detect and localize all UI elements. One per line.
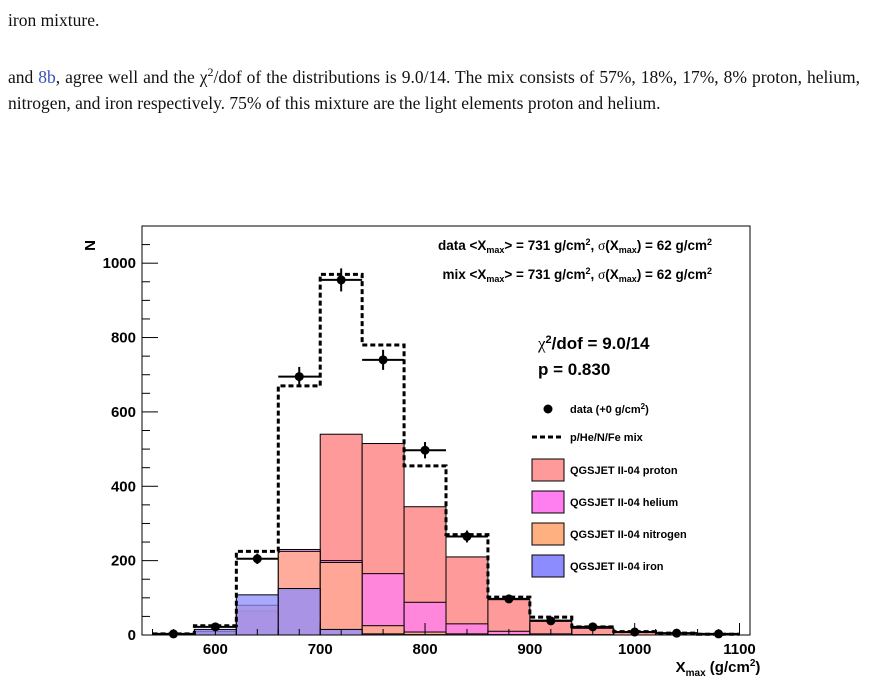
stacked-bars [193, 433, 741, 636]
figure-link-8b[interactable]: 8b [38, 66, 56, 87]
y-tick-label-0: 0 [128, 627, 136, 644]
para-pre: and [8, 66, 39, 87]
body-paragraph: and 8b, agree well and the χ2/dof of the… [8, 59, 860, 116]
data-point-3 [278, 366, 321, 387]
axes: 600 700 800 900 1000 1100 0 200 400 600 800 1000 [103, 225, 756, 658]
mix-dashed-line [152, 272, 740, 636]
legend-data-label: data (+0 g/cm2) [570, 402, 649, 416]
data-point-2 [236, 553, 279, 564]
legend-iron-label: QGSJET II-04 iron [570, 561, 664, 573]
header-mix-line: mix <Xmax> = 731 g/cm2, σ(Xmax) = 62 g/c… [443, 266, 713, 284]
x-tick-label-1000: 1000 [618, 641, 651, 658]
bar-nitrogen-4 [319, 561, 363, 636]
p-value-label: p = 0.830 [538, 360, 610, 379]
bar-iron-2 [235, 594, 279, 636]
header-data-line: data <Xmax> = 731 g/cm2, σ(Xmax) = 62 g/… [438, 237, 712, 255]
data-points [152, 268, 740, 639]
data-point-7 [446, 530, 488, 543]
x-tick-label-600: 600 [203, 641, 228, 658]
y-axis-label: N [82, 240, 99, 251]
para-post: /dof of the distributions is 9.0/14. The… [8, 66, 860, 113]
y-tick-label-400: 400 [111, 478, 136, 495]
x-axis-label: Xmax (g/cm2) [676, 658, 761, 679]
legend-helium-swatch [531, 490, 565, 514]
y-tick-label-200: 200 [111, 553, 136, 570]
legend-nitrogen-swatch [531, 522, 565, 546]
legend-data-marker [543, 404, 553, 414]
legend-nitrogen-label: QGSJET II-04 nitrogen [570, 529, 687, 541]
bar-proton-7 [445, 556, 489, 636]
data-point-4 [320, 268, 363, 292]
y-tick-label-600: 600 [111, 404, 136, 421]
data-point-5 [362, 349, 405, 370]
x-tick-label-1100: 1100 [723, 641, 756, 658]
y-tick-label-800: 800 [111, 330, 136, 347]
legend-proton-label: QGSJET II-04 proton [570, 465, 678, 477]
x-tick-label-800: 800 [413, 641, 438, 658]
legend-mix-label: p/He/N/Fe mix [570, 432, 644, 444]
para-superscript: 2 [207, 65, 214, 79]
x-tick-label-900: 900 [517, 641, 542, 658]
data-point-6 [404, 442, 446, 459]
legend: data (+0 g/cm2) p/He/N/Fe mix QGSJET II-… [531, 402, 687, 578]
para-mid: , agree well and the χ [55, 66, 208, 87]
legend-iron-swatch [531, 554, 565, 578]
data-point-9 [529, 616, 572, 626]
data-point-8 [487, 594, 530, 604]
legend-proton-swatch [531, 458, 565, 482]
y-tick-label-1000: 1000 [103, 255, 136, 272]
data-point-10 [571, 622, 614, 632]
bar-iron-3 [277, 588, 321, 636]
preceding-text-line: iron mixture. [8, 10, 100, 30]
chi2-label: χ2/dof = 9.0/14 [537, 334, 650, 353]
x-tick-label-700: 700 [308, 641, 333, 658]
legend-helium-label: QGSJET II-04 helium [570, 497, 678, 509]
